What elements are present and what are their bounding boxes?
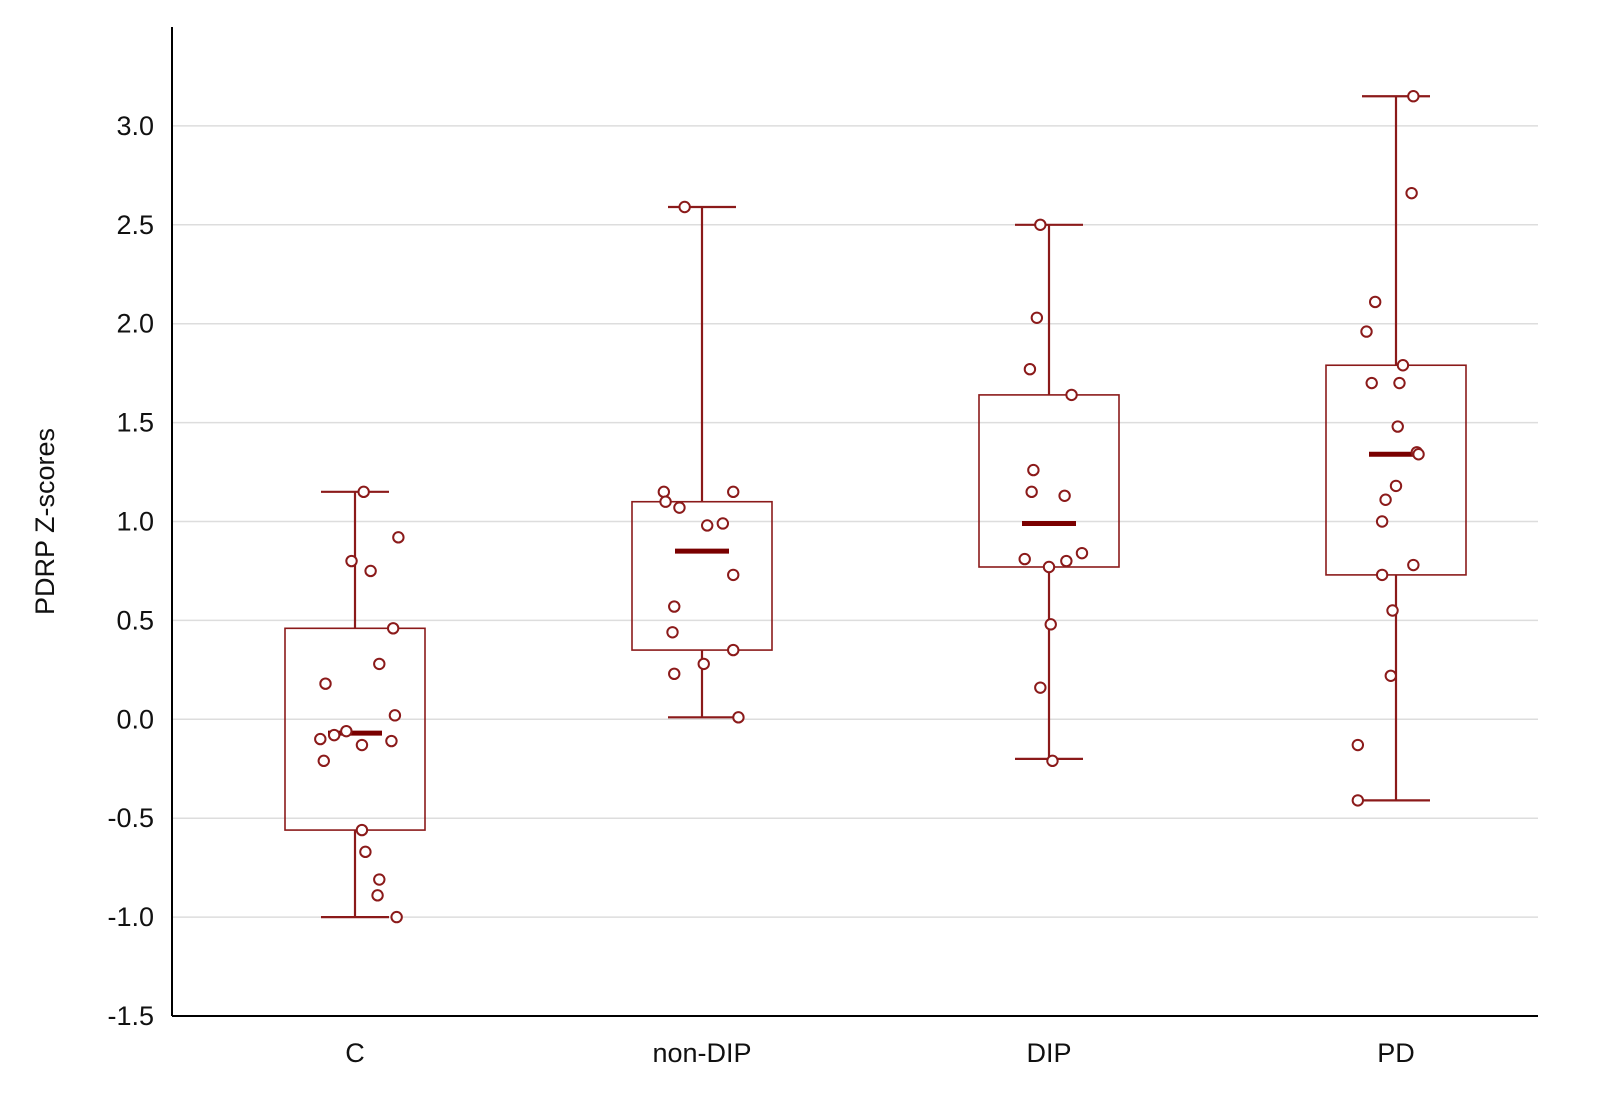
box-group-non-dip (631, 205, 773, 719)
data-point (678, 200, 691, 214)
data-points (314, 90, 1425, 924)
box-group-dip (978, 223, 1120, 760)
data-point (1018, 552, 1031, 566)
data-point (1412, 448, 1425, 461)
y-tick-label: 1.0 (116, 507, 154, 537)
x-tick-label: DIP (1026, 1038, 1071, 1068)
data-point (697, 657, 710, 671)
box-group-pd (1325, 95, 1467, 802)
data-point (1030, 311, 1044, 324)
data-point (1023, 362, 1037, 376)
data-point (1405, 186, 1418, 200)
data-point (373, 873, 386, 886)
y-tick-label: 2.5 (116, 210, 154, 240)
y-tick-label: 2.0 (116, 309, 154, 339)
data-point (666, 626, 679, 639)
data-point (319, 677, 332, 690)
data-point (1351, 738, 1365, 752)
data-point (390, 910, 403, 924)
y-tick-label: -1.0 (107, 902, 154, 932)
data-point (364, 564, 377, 578)
y-tick-labels: -1.5 -1.0 -0.5 0.0 0.5 1.0 1.5 2.0 2.5 3.0 (107, 111, 154, 1031)
data-point (355, 738, 369, 752)
data-point (1034, 218, 1047, 232)
y-tick-label: -0.5 (107, 803, 154, 833)
data-point (1375, 568, 1389, 582)
data-point (1407, 90, 1420, 103)
data-point (1027, 463, 1040, 477)
data-point (373, 657, 386, 671)
data-point (1368, 295, 1382, 309)
data-point (385, 734, 398, 748)
iqr-box (978, 394, 1120, 568)
data-point (701, 519, 714, 532)
data-point (345, 554, 358, 568)
data-point (1396, 359, 1410, 372)
data-point (727, 643, 740, 657)
data-point (659, 495, 672, 508)
data-point (371, 889, 384, 902)
box-series (284, 95, 1467, 919)
data-point (359, 845, 372, 859)
data-point (1075, 546, 1089, 560)
data-point (1393, 376, 1406, 390)
iqr-box (1325, 364, 1467, 576)
data-point (340, 724, 353, 738)
data-point (1034, 681, 1047, 694)
gridlines (172, 125, 1538, 918)
data-point (1351, 794, 1365, 807)
data-point (1042, 560, 1056, 574)
data-point (1375, 515, 1389, 528)
data-point (355, 823, 369, 837)
data-point (1044, 618, 1057, 631)
data-point (1046, 754, 1059, 768)
data-point (1025, 485, 1038, 499)
data-point (657, 485, 671, 499)
data-point (1379, 493, 1392, 506)
data-point (727, 485, 740, 499)
x-tick-label: non-DIP (652, 1038, 751, 1068)
data-point (1389, 479, 1403, 493)
data-point (317, 754, 330, 768)
iqr-box (631, 500, 773, 651)
y-tick-label: -1.5 (107, 1001, 154, 1031)
data-point (1058, 489, 1071, 502)
y-tick-label: 0.0 (116, 704, 154, 734)
data-point (386, 622, 400, 635)
data-point (314, 732, 327, 746)
y-tick-label: 0.5 (116, 605, 154, 635)
y-tick-label: 1.5 (116, 408, 154, 438)
y-axis-title: PDRP Z-scores (30, 428, 60, 615)
data-point (388, 709, 402, 722)
x-tick-label: C (345, 1038, 365, 1068)
data-point (327, 728, 341, 742)
data-point (1386, 604, 1399, 617)
data-point (727, 568, 740, 582)
iqr-box (284, 627, 426, 831)
data-point (1065, 388, 1078, 402)
data-point (392, 531, 405, 544)
axes (171, 27, 1538, 1017)
data-point (673, 501, 686, 514)
y-tick-label: 3.0 (116, 111, 154, 141)
data-point (1360, 325, 1373, 338)
data-point (732, 711, 745, 724)
data-point (1391, 420, 1404, 433)
data-point (1384, 669, 1397, 682)
data-point (716, 517, 730, 530)
data-point (668, 667, 681, 681)
data-point (1365, 376, 1378, 390)
x-tick-label: PD (1377, 1038, 1415, 1068)
data-point (1407, 558, 1420, 572)
data-point (1060, 554, 1073, 568)
data-point (357, 485, 370, 499)
box-group-c (284, 490, 426, 919)
data-point (668, 600, 681, 613)
